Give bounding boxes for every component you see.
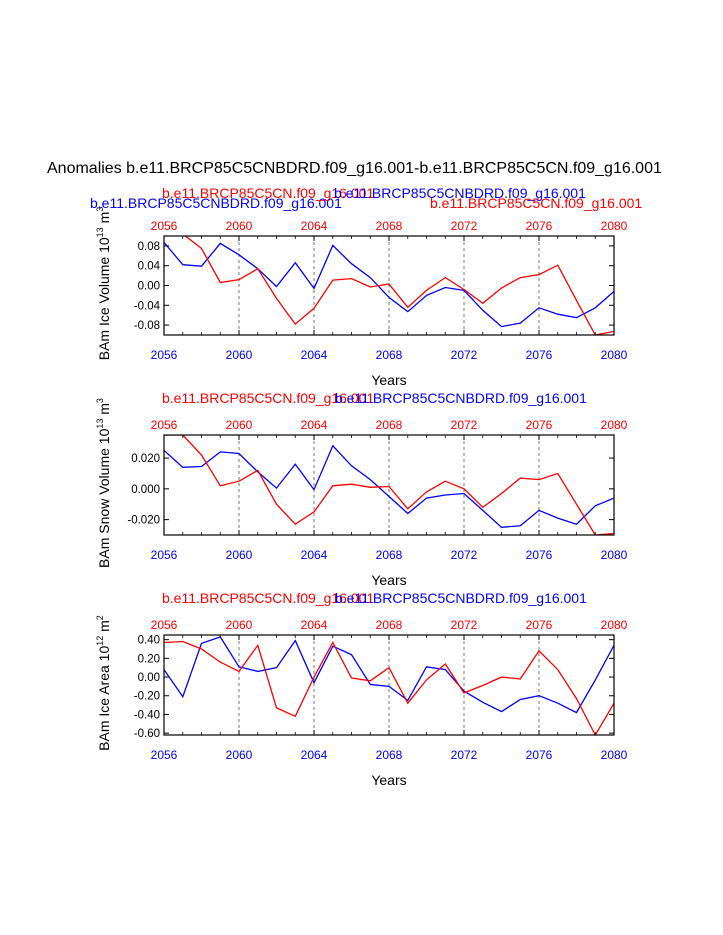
y-axis-title: BAm Ice Area 1012 m2 [95,615,112,751]
x-tick-label-top: 2068 [376,618,403,632]
y-tick-label: 0.00 [138,281,160,293]
x-axis-title: Years [371,372,406,388]
x-tick-label-bottom: 2056 [151,548,178,562]
x-tick-label-bottom: 2064 [301,548,328,562]
x-tick-label-bottom: 2060 [226,548,253,562]
y-axis-title: BAm Snow Volume 1013 m3 [95,398,112,568]
y-axis-title-unit-exp: 3 [95,398,105,403]
x-tick-label-top: 2072 [451,418,478,432]
x-tick-label-bottom: 2056 [151,348,178,362]
series-line-cn [164,435,614,535]
series-line-bdrd [164,636,614,714]
y-tick-label: 0.00 [138,672,160,684]
x-tick-label-bottom: 2068 [376,748,403,762]
y-axis-title-unit: m [96,620,112,636]
x-tick-label-top: 2072 [451,618,478,632]
x-tick-label-top: 2064 [301,618,328,632]
subtitle-mid-red: b.e11.BRCP85C5CN.f09_g16.001 [162,185,374,201]
x-tick-label-top: 2076 [526,618,553,632]
x-tick-label-top: 2056 [151,219,178,233]
y-axis-title: BAm Ice Volume 1013 m3 [95,207,112,361]
x-tick-label-bottom: 2072 [451,548,478,562]
panel-3: 2056 2056 2060 2060 2064 2064 2068 2068 2072 2072… [95,590,628,788]
y-axis-title-exp: 12 [95,636,105,646]
x-tick-label-top: 2068 [376,418,403,432]
x-tick-label-top: 2068 [376,219,403,233]
y-axis-title-unit-exp: 3 [95,207,105,212]
y-tick-label: -0.20 [134,691,160,703]
x-tick-label-bottom: 2080 [601,748,628,762]
series-line-bdrd [164,241,614,328]
x-tick-label-bottom: 2056 [151,748,178,762]
x-tick-label-bottom: 2076 [526,748,553,762]
series-line-cn [184,236,614,335]
x-tick-label-bottom: 2060 [226,348,253,362]
x-tick-label-bottom: 2080 [601,348,628,362]
y-tick-label: -0.40 [134,709,160,721]
y-tick-label: 0.000 [131,484,160,496]
figure-title: Anomalies b.e11.BRCP85C5CNBDRD.f09_g16.0… [47,160,662,177]
y-axis-title-unit-exp: 2 [95,615,105,620]
x-tick-label-top: 2080 [601,219,628,233]
subtitle-left: b.e11.BRCP85C5CNBDRD.f09_g16.001 [90,195,342,211]
panels: 2056 2056 2060 2060 2064 2064 2068 2068 2072 2072… [90,185,642,788]
panel-2: 2056 2056 2060 2060 2064 2064 2068 2068 2072 2072… [95,390,628,588]
x-tick-label-top: 2064 [301,418,328,432]
y-tick-label: 0.04 [138,261,161,273]
y-tick-label: 0.40 [138,635,160,647]
x-tick-label-bottom: 2076 [526,348,553,362]
x-tick-label-top: 2060 [226,219,253,233]
subtitle-right: b.e11.BRCP85C5CNBDRD.f09_g16.001 [335,590,587,606]
x-tick-label-top: 2056 [151,618,178,632]
y-tick-label: -0.020 [127,515,160,527]
series-line-cn [164,640,614,735]
y-tick-label: 0.020 [131,453,160,465]
x-tick-label-top: 2072 [451,219,478,233]
x-tick-label-bottom: 2072 [451,748,478,762]
y-axis-title-main: BAm Ice Area 10 [96,646,112,751]
y-tick-label: 0.08 [138,241,160,253]
x-tick-label-top: 2076 [526,219,553,233]
y-tick-label: -0.08 [134,320,160,332]
panel-1: 2056 2056 2060 2060 2064 2064 2068 2068 2072 2072… [90,185,642,388]
x-tick-label-bottom: 2072 [451,348,478,362]
subtitle-left: b.e11.BRCP85C5CN.f09_g16.001 [162,390,374,406]
y-axis-title-unit: m [96,212,112,228]
x-tick-label-top: 2060 [226,418,253,432]
x-axis-title: Years [371,772,406,788]
y-tick-label: -0.60 [134,728,160,740]
series-line-bdrd [164,444,614,528]
x-tick-label-top: 2056 [151,418,178,432]
y-axis-title-exp: 13 [95,419,105,429]
x-tick-label-top: 2064 [301,219,328,233]
x-tick-label-bottom: 2068 [376,348,403,362]
x-tick-label-top: 2076 [526,418,553,432]
y-tick-label: 0.20 [138,653,160,665]
y-tick-label: -0.04 [134,300,161,312]
subtitle-right: b.e11.BRCP85C5CNBDRD.f09_g16.001 [335,390,587,406]
y-axis-title-exp: 13 [95,227,105,237]
subtitle-left: b.e11.BRCP85C5CN.f09_g16.001 [162,590,374,606]
x-tick-label-bottom: 2060 [226,748,253,762]
x-tick-label-top: 2060 [226,618,253,632]
x-tick-label-bottom: 2076 [526,548,553,562]
x-tick-label-bottom: 2064 [301,748,328,762]
x-tick-label-bottom: 2068 [376,548,403,562]
subtitle-mid-blue: b.e11.BRCP85C5CNBDRD.f09_g16.001 [334,185,586,201]
x-tick-label-top: 2080 [601,618,628,632]
y-axis-title-main: BAm Ice Volume 10 [96,237,112,360]
y-axis-title-main: BAm Snow Volume 10 [96,428,112,568]
x-tick-label-bottom: 2064 [301,348,328,362]
x-tick-label-bottom: 2080 [601,548,628,562]
y-axis-title-unit: m [96,403,112,419]
x-tick-label-top: 2080 [601,418,628,432]
subtitle-right: b.e11.BRCP85C5CN.f09_g16.001 [430,195,642,211]
x-axis-title: Years [371,572,406,588]
